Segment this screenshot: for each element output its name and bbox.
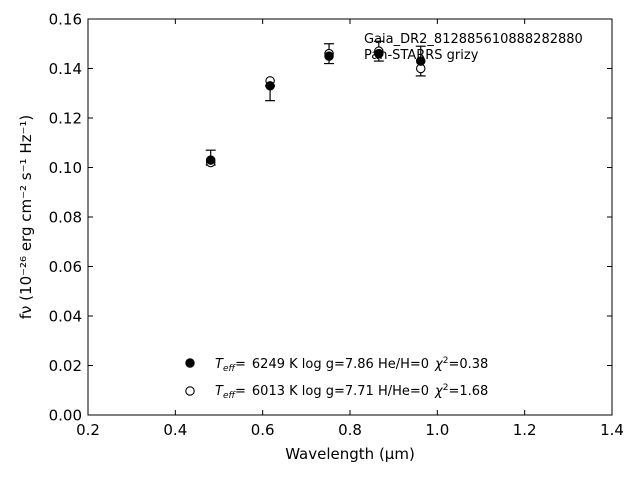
y-axis-ticks: 0.00 0.02 0.04 0.06 0.08 0.10 0.12 0.14 0.16 bbox=[49, 11, 612, 425]
y-tick-label: 0.06 bbox=[49, 258, 82, 276]
y-tick-label: 0.00 bbox=[49, 407, 82, 425]
model-point-filled bbox=[205, 155, 216, 165]
legend-entry-2: Teff= 6013 K log g=7.71 H/He=0 χ2=1.68 bbox=[215, 383, 488, 401]
x-tick-label: 1.4 bbox=[600, 421, 624, 439]
x-tick-label: 0.6 bbox=[251, 421, 275, 439]
legend-entry-1: Teff= 6249 K log g=7.86 He/H=0 χ2=0.38 bbox=[215, 356, 488, 374]
x-axis-label: Wavelength (µm) bbox=[285, 445, 415, 463]
model-point-filled bbox=[374, 48, 384, 59]
y-tick-label: 0.10 bbox=[49, 159, 82, 177]
x-tick-label: 0.4 bbox=[163, 421, 187, 439]
y-tick-label: 0.08 bbox=[49, 209, 82, 227]
y-tick-label: 0.02 bbox=[49, 357, 82, 375]
x-tick-label: 1.2 bbox=[513, 421, 537, 439]
plot-frame bbox=[87, 18, 613, 416]
x-tick-label: 0.2 bbox=[76, 421, 100, 439]
x-tick-label: 0.8 bbox=[338, 421, 362, 439]
y-tick-label: 0.16 bbox=[49, 11, 82, 29]
legend: Teff= 6249 K log g=7.86 He/H=0 χ2=0.38 Tef… bbox=[185, 356, 488, 401]
legend-marker-filled bbox=[185, 358, 195, 368]
model-point-filled bbox=[265, 81, 275, 91]
legend-marker-open bbox=[185, 386, 195, 396]
object-name-label: Gaia_DR2_812885610888282880 bbox=[364, 32, 583, 47]
y-tick-label: 0.04 bbox=[49, 308, 82, 326]
model-point-filled bbox=[415, 56, 426, 66]
series-points bbox=[205, 46, 426, 168]
y-tick-label: 0.12 bbox=[49, 110, 82, 128]
model-point-filled bbox=[324, 51, 334, 61]
survey-label: Pan-STARRS grizy bbox=[364, 48, 479, 63]
y-tick-label: 0.14 bbox=[49, 60, 82, 78]
y-axis-label: fν (10⁻²⁶ erg cm⁻² s⁻¹ Hz⁻¹) bbox=[17, 115, 35, 320]
x-tick-label: 1.0 bbox=[425, 421, 449, 439]
x-axis-ticks: 0.2 0.4 0.6 0.8 1.0 1.2 1.4 bbox=[76, 19, 624, 439]
